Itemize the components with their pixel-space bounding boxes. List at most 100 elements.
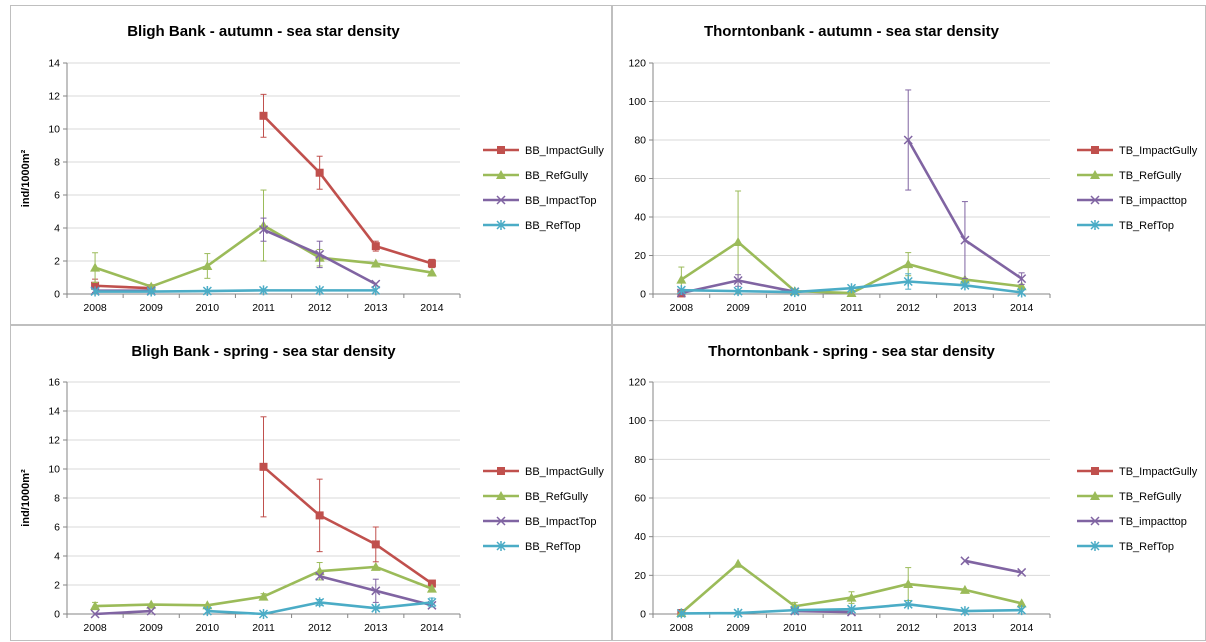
series-TB_RefTop <box>676 273 1027 298</box>
data-point <box>371 285 381 296</box>
x-tick-label: 2010 <box>783 302 807 314</box>
legend-label: TB_impacttop <box>1119 516 1187 528</box>
x-tick-label: 2008 <box>83 622 107 634</box>
legend-marker <box>1091 467 1099 475</box>
y-tick-label: 4 <box>54 551 60 563</box>
y-tick-label: 0 <box>54 609 60 621</box>
x-tick-label: 2009 <box>726 302 750 314</box>
data-point <box>676 285 686 296</box>
series-line <box>262 465 433 585</box>
data-point <box>315 285 325 296</box>
data-point <box>1016 598 1027 608</box>
data-point <box>146 606 156 616</box>
y-tick-label: 10 <box>48 464 60 476</box>
chart-title: Thorntonbank - autumn - sea star density <box>704 23 1000 40</box>
chart-panel-bligh-spring: Bligh Bank - spring - sea star density 0 2… <box>10 325 612 641</box>
legend-marker <box>496 220 506 230</box>
chart-title: Thorntonbank - spring - sea star density <box>708 343 995 360</box>
y-tick-label: 12 <box>48 91 60 103</box>
legend-marker <box>1090 170 1100 179</box>
data-point <box>846 604 857 615</box>
x-tick-label: 2013 <box>953 302 977 314</box>
data-point <box>202 606 212 617</box>
data-point <box>676 608 686 619</box>
data-point <box>790 287 800 298</box>
data-point <box>258 225 269 235</box>
y-tick-label: 10 <box>48 124 60 136</box>
data-point <box>733 275 743 286</box>
legend-marker <box>1090 516 1100 526</box>
legend-label: TB_ImpactGully <box>1119 466 1198 478</box>
chart-title: Bligh Bank - spring - sea star density <box>131 343 396 360</box>
data-point <box>90 609 100 619</box>
data-point <box>315 597 325 608</box>
x-tick-label: 2010 <box>783 622 807 634</box>
data-point <box>903 259 914 269</box>
data-point <box>371 540 380 549</box>
data-point <box>1017 605 1027 616</box>
x-tick-label: 2011 <box>840 622 863 634</box>
y-tick-label: 2 <box>54 580 60 592</box>
x-tick-label: 2011 <box>840 302 863 314</box>
data-point <box>370 258 381 268</box>
x-tick-label: 2009 <box>140 302 164 314</box>
data-point <box>427 259 436 268</box>
legend-marker <box>1090 220 1100 230</box>
data-point <box>371 242 380 251</box>
y-tick-label: 80 <box>634 454 646 466</box>
data-point <box>371 586 381 596</box>
x-tick-label: 2009 <box>140 622 164 634</box>
legend-marker <box>1090 491 1100 500</box>
data-point <box>202 600 213 610</box>
data-point <box>733 558 744 568</box>
data-point <box>90 601 101 611</box>
series-BB_RefGully <box>90 561 437 611</box>
data-point <box>202 260 213 270</box>
x-tick-label: 2013 <box>953 622 977 634</box>
series-BB_ImpactGully <box>259 416 436 588</box>
data-point <box>258 285 269 296</box>
legend-label: BB_RefTop <box>525 220 581 232</box>
y-tick-label: 120 <box>628 377 646 389</box>
y-tick-label: 4 <box>54 223 60 235</box>
legend-label: BB_RefTop <box>525 541 581 553</box>
data-point <box>733 237 744 247</box>
legend-label: TB_RefTop <box>1119 541 1174 553</box>
legend-marker <box>497 467 505 475</box>
data-point <box>259 111 268 120</box>
data-point <box>258 591 269 601</box>
data-point <box>733 286 743 297</box>
chart-title: Bligh Bank - autumn - sea star density <box>127 23 400 40</box>
data-point <box>903 579 914 589</box>
y-tick-label: 0 <box>54 289 60 301</box>
data-point <box>903 135 913 145</box>
x-tick-label: 2010 <box>196 622 220 634</box>
y-tick-label: 2 <box>54 256 60 268</box>
data-point <box>91 281 100 290</box>
data-point <box>790 605 800 616</box>
legend-marker <box>1091 146 1099 154</box>
data-point <box>426 267 437 277</box>
y-tick-label: 12 <box>48 435 60 447</box>
x-tick-label: 2011 <box>252 302 275 314</box>
data-point <box>315 571 325 581</box>
data-point <box>846 283 857 294</box>
series-TB_RefTop <box>676 599 1027 619</box>
y-tick-label: 20 <box>634 570 646 582</box>
y-tick-label: 8 <box>54 157 60 169</box>
data-point <box>903 276 913 287</box>
x-tick-label: 2012 <box>308 302 332 314</box>
legend-label: TB_impacttop <box>1119 195 1187 207</box>
y-tick-label: 14 <box>48 58 60 70</box>
data-point <box>202 286 212 297</box>
y-tick-label: 40 <box>634 212 646 224</box>
y-axis-label: ind/1000m² <box>20 469 32 527</box>
data-point <box>426 583 437 593</box>
legend-label: BB_ImpactGully <box>525 145 604 157</box>
chart-svg: Thorntonbank - autumn - sea star density… <box>628 23 1197 314</box>
data-point <box>1017 567 1027 577</box>
x-tick-label: 2011 <box>252 622 275 634</box>
data-point <box>903 599 913 610</box>
data-point <box>676 274 687 284</box>
data-point <box>370 561 381 571</box>
